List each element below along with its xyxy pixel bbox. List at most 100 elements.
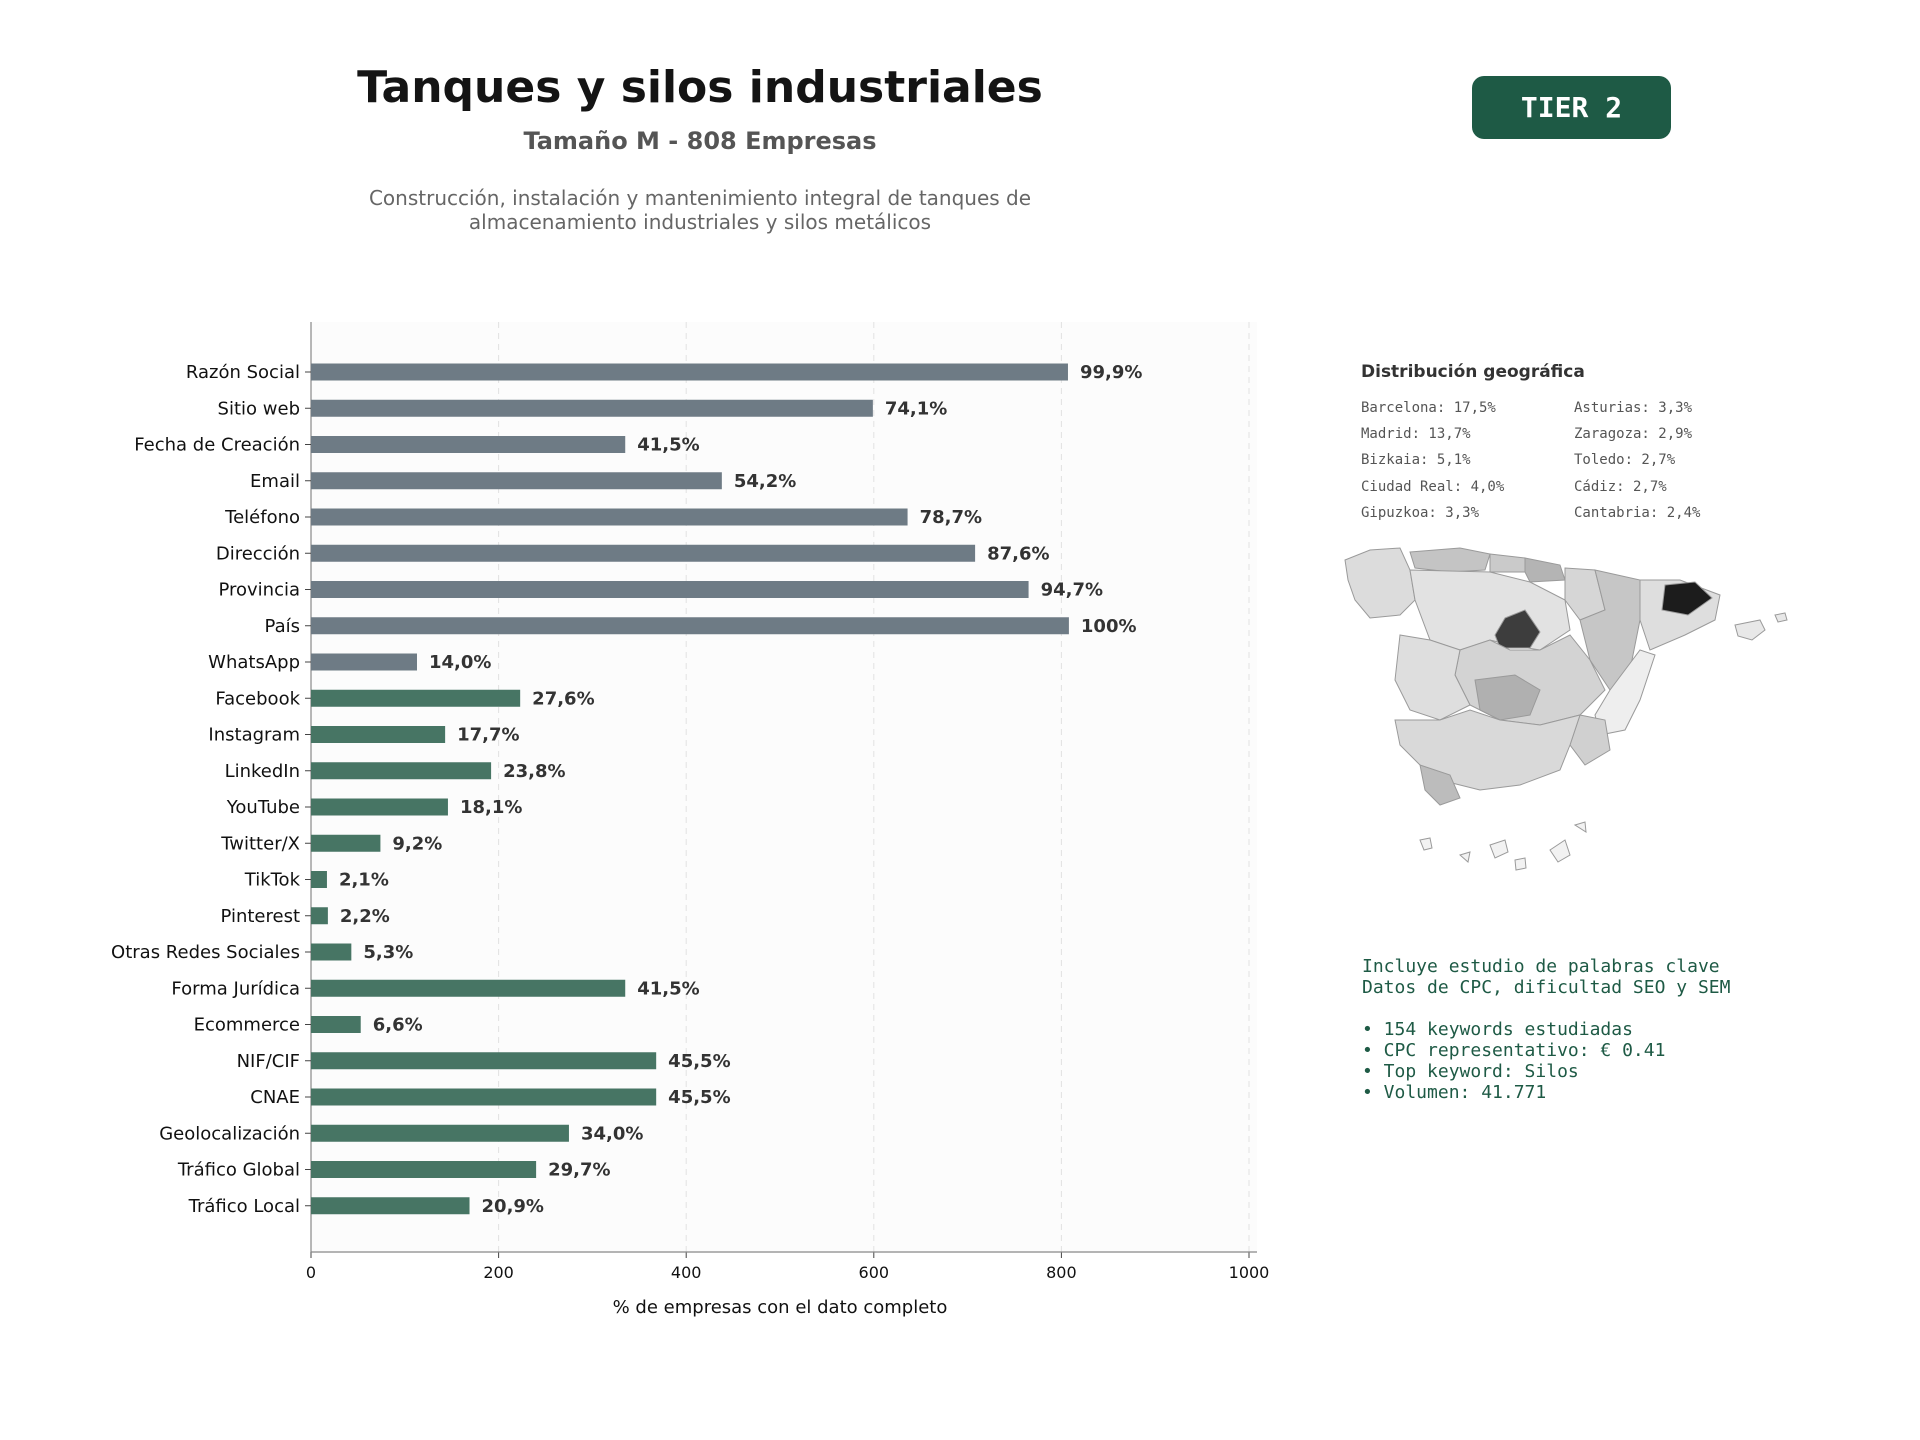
- data-label: 87,6%: [987, 543, 1049, 564]
- bar: [311, 363, 1068, 381]
- map-region-extremadura: [1394, 634, 1471, 721]
- x-tick-label: 600: [859, 1263, 890, 1282]
- data-label: 99,9%: [1080, 362, 1142, 383]
- category-label: Provincia: [218, 580, 300, 601]
- category-label: LinkedIn: [225, 761, 300, 782]
- bar: [311, 1052, 657, 1070]
- bar: [311, 1124, 569, 1142]
- bar: [311, 1016, 361, 1033]
- category-label: Fecha de Creación: [134, 435, 300, 456]
- map-region-balearic: [1734, 612, 1788, 641]
- map-region-canary: [1419, 821, 1587, 871]
- bar: [311, 943, 352, 961]
- bar: [311, 436, 626, 453]
- bar: [311, 689, 521, 707]
- data-label: 2,2%: [340, 906, 390, 927]
- category-label: TikTok: [244, 870, 301, 891]
- data-label: 18,1%: [460, 797, 522, 818]
- category-label: Tráfico Global: [177, 1160, 300, 1181]
- keyword-bullet: • CPC representativo: € 0.41: [1362, 1040, 1666, 1061]
- description-line-1: Construcción, instalación y mantenimient…: [368, 186, 1032, 210]
- x-tick-label: 200: [483, 1263, 514, 1282]
- page-title: Tanques y silos industriales: [357, 62, 1043, 113]
- category-label: Sitio web: [218, 398, 300, 419]
- x-tick-label: 800: [1046, 1263, 1077, 1282]
- category-label: Ecommerce: [194, 1015, 300, 1036]
- data-label: 100%: [1081, 616, 1137, 637]
- bar: [311, 617, 1069, 635]
- bar: [311, 508, 908, 526]
- data-label: 5,3%: [363, 942, 413, 963]
- bar: [311, 1197, 470, 1215]
- data-label: 74,1%: [885, 398, 947, 419]
- geo-item: Bizkaia: 5,1%: [1361, 452, 1471, 468]
- x-axis-label: % de empresas con el dato completo: [613, 1297, 948, 1318]
- map-region-galicia: [1344, 547, 1416, 619]
- geo-title: Distribución geográfica: [1361, 362, 1585, 382]
- data-label: 34,0%: [581, 1123, 643, 1144]
- page-subtitle: Tamaño M - 808 Empresas: [523, 127, 877, 155]
- x-tick-label: 0: [306, 1263, 316, 1282]
- category-label: Instagram: [208, 725, 300, 746]
- bar: [311, 726, 446, 743]
- data-label: 6,6%: [373, 1015, 423, 1036]
- map-region-cadiz: [1419, 764, 1461, 806]
- data-label: 27,6%: [532, 688, 594, 709]
- data-label: 23,8%: [503, 761, 565, 782]
- keywords-intro-2: Datos de CPC, dificultad SEO y SEM: [1362, 977, 1731, 998]
- category-label: País: [265, 616, 300, 637]
- data-label: 41,5%: [637, 435, 699, 456]
- data-label: 78,7%: [920, 507, 982, 528]
- category-label: Tráfico Local: [188, 1196, 300, 1217]
- geo-item: Barcelona: 17,5%: [1361, 400, 1496, 416]
- geo-item: Asturias: 3,3%: [1574, 400, 1693, 416]
- data-label: 20,9%: [482, 1196, 544, 1217]
- map-region-asturias: [1409, 547, 1491, 573]
- category-label: Twitter/X: [220, 833, 300, 854]
- data-label: 29,7%: [548, 1160, 610, 1181]
- category-label: Teléfono: [224, 507, 300, 528]
- bar: [311, 762, 492, 780]
- geo-item: Madrid: 13,7%: [1361, 426, 1471, 442]
- category-label: Pinterest: [220, 906, 300, 927]
- category-label: Email: [250, 471, 300, 492]
- category-label: NIF/CIF: [237, 1051, 300, 1072]
- map-region-madrid: [1494, 609, 1541, 649]
- bar: [311, 798, 448, 816]
- bar: [311, 979, 626, 997]
- map-region-castilla-leon: [1409, 569, 1571, 651]
- geo-item: Zaragoza: 2,9%: [1574, 426, 1693, 442]
- bar: [311, 1161, 537, 1178]
- data-label: 54,2%: [734, 471, 796, 492]
- category-label: Otras Redes Sociales: [111, 942, 300, 963]
- map-region-basque: [1524, 557, 1566, 583]
- geo-item: Cádiz: 2,7%: [1574, 479, 1667, 495]
- data-label: 45,5%: [668, 1051, 730, 1072]
- category-label: Geolocalización: [159, 1123, 300, 1144]
- data-label: 17,7%: [457, 725, 519, 746]
- bar: [311, 399, 873, 417]
- data-label: 2,1%: [339, 870, 389, 891]
- bar: [311, 581, 1029, 598]
- data-label: 45,5%: [668, 1087, 730, 1108]
- geo-item: Ciudad Real: 4,0%: [1361, 479, 1505, 495]
- bar: [311, 653, 417, 671]
- description-line-2: almacenamiento industriales y silos metá…: [468, 210, 932, 234]
- tier-badge: TIER 2: [1472, 76, 1671, 139]
- category-label: YouTube: [226, 797, 300, 818]
- category-label: Facebook: [215, 688, 300, 709]
- keyword-bullet: • 154 keywords estudiadas: [1362, 1019, 1633, 1040]
- keyword-bullet: • Top keyword: Silos: [1362, 1061, 1579, 1082]
- geo-item: Cantabria: 2,4%: [1574, 505, 1701, 521]
- bar: [311, 907, 328, 925]
- category-label: CNAE: [250, 1087, 300, 1108]
- bar: [311, 834, 381, 852]
- map-region-barcelona: [1661, 581, 1713, 616]
- spain-map: [1344, 547, 1788, 871]
- data-label: 14,0%: [429, 652, 491, 673]
- x-tick-label: 400: [671, 1263, 702, 1282]
- map-region-cantabria: [1489, 553, 1526, 573]
- geo-item: Toledo: 2,7%: [1574, 452, 1676, 468]
